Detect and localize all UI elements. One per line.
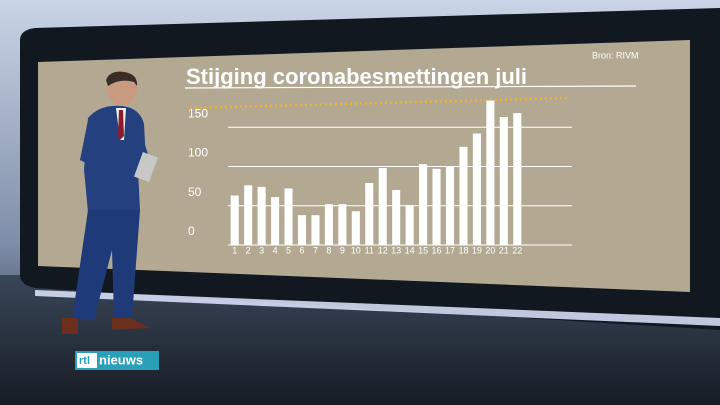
x-tick-label: 19 bbox=[472, 245, 482, 255]
x-tick-label: 12 bbox=[378, 245, 388, 255]
y-tick-label: 0 bbox=[188, 224, 195, 238]
x-tick-label: 17 bbox=[445, 245, 455, 255]
bar bbox=[419, 164, 428, 245]
x-tick-label: 8 bbox=[326, 245, 331, 255]
bar bbox=[378, 168, 387, 245]
x-tick-label: 5 bbox=[286, 245, 291, 255]
bar bbox=[486, 100, 495, 245]
bar bbox=[284, 188, 293, 245]
x-tick-label: 22 bbox=[512, 245, 522, 255]
x-tick-label: 15 bbox=[418, 245, 428, 255]
bar bbox=[311, 215, 320, 245]
bar bbox=[297, 215, 307, 245]
bar bbox=[392, 190, 401, 245]
logo-name: nieuws bbox=[99, 352, 143, 367]
bar bbox=[445, 166, 455, 245]
bar bbox=[324, 204, 333, 245]
bar bbox=[244, 185, 253, 245]
bar bbox=[405, 204, 414, 245]
x-tick-label: 1 bbox=[232, 245, 237, 255]
chart-title: Stijging coronabesmettingen juli bbox=[186, 64, 527, 89]
peak-line bbox=[189, 96, 571, 110]
x-tick-label: 6 bbox=[299, 245, 304, 255]
logo-brand-box bbox=[77, 353, 97, 368]
bar bbox=[257, 186, 266, 245]
presenter bbox=[62, 70, 158, 334]
bar bbox=[230, 195, 239, 245]
bar bbox=[338, 204, 347, 245]
x-tick-label: 20 bbox=[485, 245, 495, 255]
bar bbox=[499, 117, 508, 245]
source: Bron: RIVM bbox=[592, 50, 639, 60]
x-tick-label: 3 bbox=[259, 245, 264, 255]
bar bbox=[513, 113, 522, 246]
y-tick-label: 50 bbox=[188, 185, 202, 199]
wall-light bbox=[35, 290, 720, 326]
x-tick-label: 2 bbox=[246, 245, 251, 255]
x-tick-label: 11 bbox=[365, 245, 374, 255]
bar bbox=[365, 182, 374, 245]
bar bbox=[459, 146, 468, 245]
y-tick-label: 100 bbox=[188, 146, 208, 160]
x-tick-label: 4 bbox=[273, 245, 278, 255]
x-tick-label: 16 bbox=[432, 245, 442, 255]
bar bbox=[271, 197, 280, 245]
x-tick-label: 7 bbox=[313, 245, 318, 255]
x-tick-label: 9 bbox=[340, 245, 345, 255]
bar bbox=[351, 211, 360, 245]
x-tick-label: 18 bbox=[458, 245, 468, 255]
x-tick-label: 21 bbox=[499, 245, 509, 255]
x-tick-label: 13 bbox=[391, 245, 401, 255]
x-tick-label: 14 bbox=[405, 245, 415, 255]
x-tick-label: 10 bbox=[351, 245, 361, 255]
y-tick-label: 150 bbox=[188, 106, 208, 120]
bar bbox=[432, 168, 441, 245]
logo-brand: rtl bbox=[79, 355, 90, 367]
bar bbox=[472, 133, 481, 245]
title-rule bbox=[184, 85, 637, 89]
